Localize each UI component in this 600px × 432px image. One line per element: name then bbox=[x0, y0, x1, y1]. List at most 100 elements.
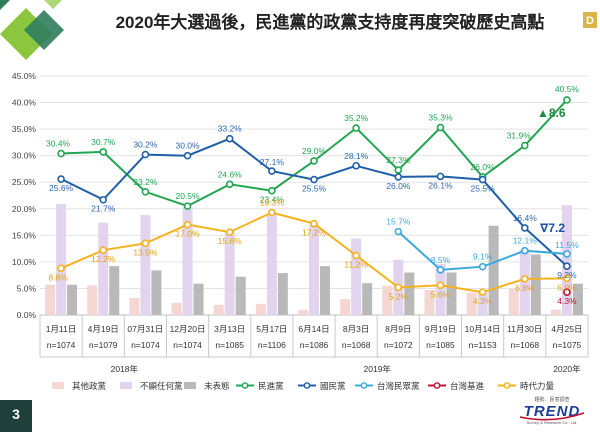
data-label-民進黨: 23.4% bbox=[260, 195, 285, 205]
y-tick-label: 35.0% bbox=[12, 124, 37, 134]
legend-label: 民進黨 bbox=[258, 381, 284, 391]
data-label-民進黨: 31.9% bbox=[507, 131, 532, 141]
dpp-change-annotation: ▲8.6 bbox=[537, 106, 566, 120]
bar-其他政黨 bbox=[255, 303, 266, 315]
svg-text:趨勢．民意調查: 趨勢．民意調查 bbox=[534, 396, 569, 403]
legend-swatch bbox=[184, 382, 196, 389]
point-時代力量 bbox=[352, 251, 360, 260]
x-tick-label: 11月30日 bbox=[507, 324, 542, 334]
point-時代力量 bbox=[478, 288, 487, 296]
point-民進黨 bbox=[141, 187, 150, 196]
data-label-國民黨: 33.2% bbox=[218, 124, 243, 134]
legend-swatch-point bbox=[241, 382, 249, 389]
data-label-時代力量: 6.9% bbox=[557, 282, 577, 292]
sample-size-label: n=1085 bbox=[426, 340, 455, 350]
point-民進黨 bbox=[520, 141, 529, 150]
data-label-民進黨: 23.2% bbox=[133, 177, 158, 187]
data-label-國民黨: 26.0% bbox=[386, 181, 411, 191]
page-number: 3 bbox=[12, 406, 20, 422]
bar-不顯任何黨 bbox=[266, 214, 277, 315]
party-support-chart: 0.0% 5.0% 10.0% 15.0% 20.0% 25.0% 30.0% 35.0% 40… bbox=[12, 71, 589, 391]
bar-不顯任何黨 bbox=[309, 224, 319, 315]
point-民進黨 bbox=[57, 149, 65, 158]
page-number-badge bbox=[0, 400, 32, 432]
data-label-國民黨: 30.0% bbox=[175, 141, 200, 151]
sample-size-label: n=1075 bbox=[553, 340, 582, 350]
data-label-民進黨: 26.0% bbox=[471, 162, 496, 172]
y-tick-label: 15.0% bbox=[12, 230, 37, 240]
bar-其他政黨 bbox=[466, 292, 477, 315]
data-label-民進黨: 35.3% bbox=[428, 113, 453, 123]
bar-其他政黨 bbox=[298, 309, 308, 315]
data-label-時代力量: 11.2% bbox=[344, 260, 368, 270]
kmt-change-annotation: ∇7.2 bbox=[540, 221, 565, 235]
x-tick-label: 6月14日 bbox=[298, 324, 329, 334]
data-label-時代力量: 19.3% bbox=[260, 197, 285, 207]
data-label-時代力量: 6.8% bbox=[515, 283, 535, 293]
bar-不顯任何黨 bbox=[351, 238, 362, 315]
x-tick-label: 4月19日 bbox=[88, 324, 119, 334]
point-台灣民眾黨 bbox=[394, 227, 403, 236]
point-時代力量 bbox=[310, 219, 318, 228]
point-國民黨 bbox=[99, 195, 108, 204]
data-label-國民黨: 28.1% bbox=[344, 151, 369, 161]
bar-不顯任何黨 bbox=[435, 264, 446, 315]
bar-未表態 bbox=[530, 254, 541, 315]
data-label-國民黨: 25.5% bbox=[471, 184, 496, 194]
x-tick-label: 8月9日 bbox=[385, 324, 411, 334]
data-label-時代力量: 12.2% bbox=[91, 254, 116, 264]
trend-logo: 趨勢．民意調查 TREND Survey & Research Co., Ltd… bbox=[519, 396, 585, 425]
data-label-時代力量: 4.3% bbox=[473, 296, 493, 306]
bar-未表態 bbox=[572, 283, 583, 315]
data-label-民進黨: 29.0% bbox=[302, 146, 327, 156]
y-tick-label: 40.0% bbox=[12, 98, 37, 108]
sample-size-label: n=1086 bbox=[300, 340, 329, 350]
bar-其他政黨 bbox=[45, 284, 56, 315]
bar-其他政黨 bbox=[129, 298, 140, 315]
legend-swatch-point bbox=[303, 382, 311, 389]
sample-size-label: n=1074 bbox=[131, 340, 160, 350]
bar-其他政黨 bbox=[508, 288, 519, 315]
point-民進黨 bbox=[310, 157, 318, 165]
x-tick-label: 5月17日 bbox=[256, 324, 287, 334]
year-group-label: 2018年 bbox=[111, 364, 139, 374]
bar-不顯任何黨 bbox=[56, 203, 67, 315]
legend-swatch-point bbox=[360, 382, 368, 389]
point-民進黨 bbox=[563, 96, 571, 104]
legend-label: 時代力量 bbox=[520, 381, 555, 391]
x-tick-label: 3月13日 bbox=[214, 324, 245, 334]
point-時代力量 bbox=[99, 246, 108, 255]
bar-不顯任何黨 bbox=[140, 215, 151, 315]
data-label-時代力量: 5.2% bbox=[389, 291, 409, 301]
sample-size-label: n=1153 bbox=[469, 340, 497, 350]
legend-swatch-point bbox=[433, 382, 441, 389]
bar-其他政黨 bbox=[171, 302, 182, 315]
point-民進黨 bbox=[225, 180, 234, 189]
y-tick-label: 45.0% bbox=[12, 71, 37, 81]
year-group-label: 2019年 bbox=[364, 364, 392, 374]
bar-未表態 bbox=[488, 225, 499, 315]
point-台灣民眾黨 bbox=[520, 246, 529, 255]
bar-不顯任何黨 bbox=[477, 292, 488, 315]
point-台灣民眾黨 bbox=[478, 262, 487, 271]
year-group-label: 2020年 bbox=[553, 364, 581, 374]
sample-size-label: n=1068 bbox=[510, 340, 539, 350]
data-label-台灣民眾黨: 9.1% bbox=[473, 252, 493, 262]
data-label-台灣民眾黨: 11.5% bbox=[555, 240, 579, 250]
data-label-民進黨: 35.2% bbox=[344, 113, 369, 123]
data-label-時代力量: 8.8% bbox=[48, 272, 68, 282]
data-label-台灣基進: 4.3% bbox=[557, 296, 577, 306]
legend-label: 台灣民眾黨 bbox=[377, 381, 420, 391]
data-label-國民黨: 26.1% bbox=[428, 180, 453, 190]
point-時代力量 bbox=[141, 239, 150, 248]
x-tick-label: 4月25日 bbox=[551, 324, 582, 334]
y-tick-label: 25.0% bbox=[12, 177, 37, 187]
data-label-時代力量: 5.6% bbox=[431, 289, 451, 299]
point-民進黨 bbox=[352, 124, 360, 132]
legend-label: 不顯任何黨 bbox=[140, 381, 183, 391]
brand-mark-icon: D bbox=[583, 12, 597, 28]
bar-其他政黨 bbox=[87, 285, 98, 315]
point-國民黨 bbox=[310, 175, 318, 184]
legend-label: 其他政黨 bbox=[72, 381, 106, 391]
data-label-國民黨: 25.5% bbox=[302, 184, 327, 194]
